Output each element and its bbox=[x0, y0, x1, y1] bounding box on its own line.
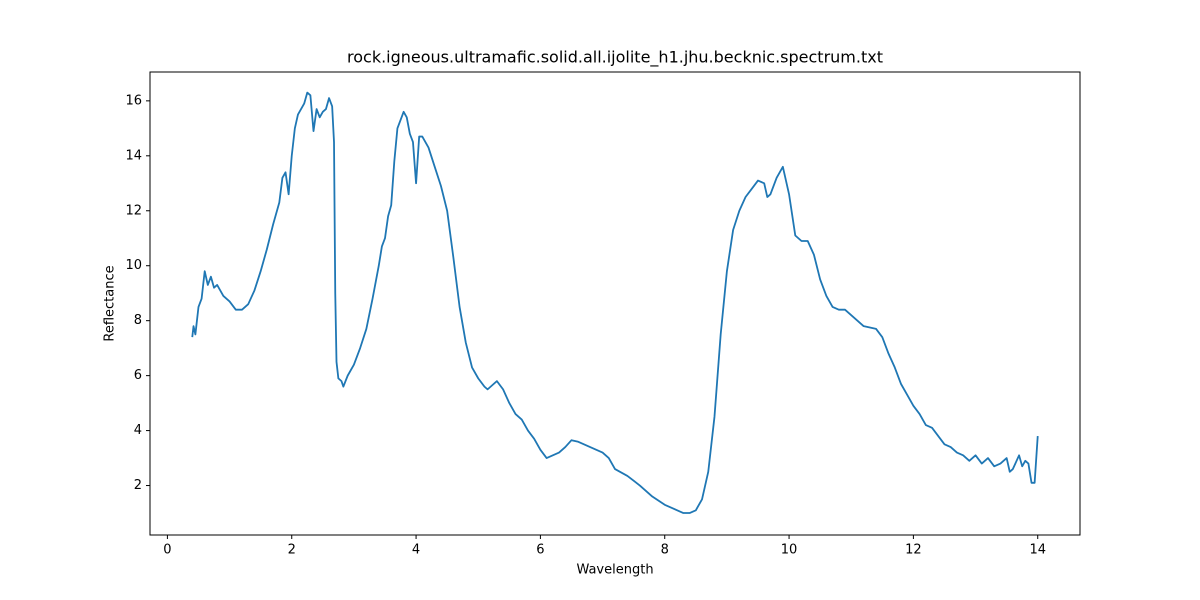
y-axis-label: Reflectance bbox=[103, 265, 118, 341]
x-axis-label: Wavelength bbox=[576, 563, 653, 578]
line-series bbox=[191, 91, 1039, 514]
x-tick-label: 4 bbox=[412, 543, 420, 558]
y-tick-label: 2 bbox=[134, 478, 142, 493]
x-tick-label: 2 bbox=[288, 543, 296, 558]
x-tick-label: 6 bbox=[536, 543, 544, 558]
y-tick-label: 14 bbox=[125, 148, 142, 163]
y-tick-label: 6 bbox=[134, 368, 142, 383]
y-tick-label: 10 bbox=[125, 258, 142, 273]
x-tick-label: 12 bbox=[905, 543, 922, 558]
x-tick-label: 10 bbox=[781, 543, 798, 558]
y-tick-label: 4 bbox=[134, 423, 142, 438]
x-tick-label: 14 bbox=[1029, 543, 1046, 558]
x-tick-label: 8 bbox=[661, 543, 669, 558]
x-tick-label: 0 bbox=[163, 543, 171, 558]
y-tick-label: 16 bbox=[125, 93, 142, 108]
plot-frame bbox=[149, 71, 1081, 536]
chart-title: rock.igneous.ultramafic.solid.all.ijolit… bbox=[347, 48, 883, 68]
y-tick-label: 8 bbox=[134, 313, 142, 328]
y-tick-label: 12 bbox=[125, 203, 142, 218]
